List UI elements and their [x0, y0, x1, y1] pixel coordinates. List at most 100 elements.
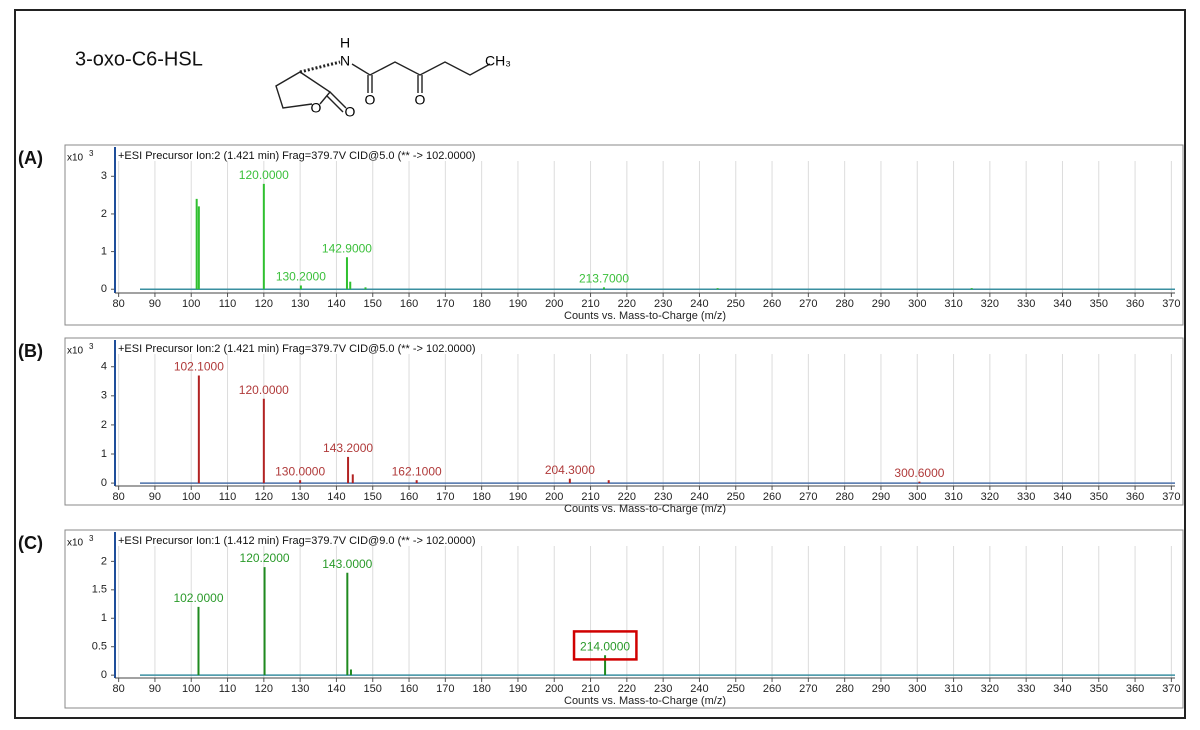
x-tick-label: 90	[149, 491, 161, 503]
panel	[64, 529, 1184, 709]
y-tick-label: 0.5	[92, 641, 107, 653]
x-tick-label: 230	[654, 298, 672, 310]
x-tick-label: 130	[291, 491, 309, 503]
x-tick-label: 270	[799, 683, 817, 695]
x-tick-label: 230	[654, 491, 672, 503]
y-tick-label: 4	[101, 361, 107, 373]
peak-label: 162.1000	[392, 464, 442, 478]
peak-label: 120.0000	[239, 383, 289, 397]
atom-label: CH₃	[485, 53, 511, 69]
y-tick-label: 1	[101, 245, 107, 257]
x-tick-label: 370	[1162, 298, 1180, 310]
y-scale-exp: 3	[89, 534, 94, 543]
atom-label: H	[340, 35, 350, 51]
x-tick-label: 120	[255, 491, 273, 503]
panel-label: (A)	[18, 148, 43, 168]
y-scale-label: x10	[67, 153, 84, 164]
x-tick-label: 310	[944, 683, 962, 695]
x-tick-label: 100	[182, 298, 200, 310]
panel-label: (C)	[18, 533, 43, 553]
x-tick-label: 210	[581, 683, 599, 695]
x-tick-label: 130	[291, 298, 309, 310]
peak-label: 214.0000	[580, 639, 630, 653]
peak-label: 142.9000	[322, 241, 372, 255]
x-tick-label: 150	[364, 491, 382, 503]
x-tick-label: 170	[436, 683, 454, 695]
x-tick-label: 180	[472, 298, 490, 310]
x-tick-label: 90	[149, 683, 161, 695]
x-tick-label: 240	[690, 298, 708, 310]
x-tick-label: 340	[1053, 491, 1071, 503]
x-tick-label: 360	[1126, 298, 1144, 310]
x-tick-label: 240	[690, 491, 708, 503]
x-tick-label: 320	[981, 683, 999, 695]
panel-header: +ESI Precursor Ion:1 (1.412 min) Frag=37…	[118, 535, 476, 547]
x-tick-label: 200	[545, 491, 563, 503]
x-tick-label: 220	[618, 298, 636, 310]
highlight-box	[572, 630, 638, 661]
y-tick-label: 2	[101, 555, 107, 567]
x-tick-label: 100	[182, 683, 200, 695]
x-tick-label: 270	[799, 298, 817, 310]
atom-label: O	[365, 92, 376, 108]
x-tick-label: 210	[581, 298, 599, 310]
x-tick-label: 90	[149, 298, 161, 310]
x-tick-label: 190	[509, 298, 527, 310]
x-tick-label: 110	[219, 491, 237, 503]
x-tick-label: 200	[545, 683, 563, 695]
x-tick-label: 170	[436, 298, 454, 310]
x-tick-label: 350	[1090, 683, 1108, 695]
figure-border	[14, 9, 1186, 719]
x-tick-label: 250	[727, 491, 745, 503]
x-axis-label: Counts vs. Mass-to-Charge (m/z)	[564, 310, 726, 322]
panel	[64, 144, 1184, 326]
x-tick-label: 300	[908, 683, 926, 695]
x-tick-label: 360	[1126, 491, 1144, 503]
x-tick-label: 130	[291, 683, 309, 695]
x-tick-label: 360	[1126, 683, 1144, 695]
x-tick-label: 180	[472, 491, 490, 503]
atom-label: O	[415, 92, 426, 108]
x-tick-label: 110	[219, 683, 237, 695]
y-tick-label: 1	[101, 448, 107, 460]
x-tick-label: 290	[872, 298, 890, 310]
peak-label: 143.0000	[322, 557, 372, 571]
peak-label: 102.1000	[174, 360, 224, 374]
y-tick-label: 0	[101, 477, 107, 489]
x-tick-label: 170	[436, 491, 454, 503]
y-tick-label: 0	[101, 283, 107, 295]
peak-label: 213.7000	[579, 272, 629, 286]
x-tick-label: 220	[618, 683, 636, 695]
peak-label: 130.2000	[276, 270, 326, 284]
x-tick-label: 280	[835, 491, 853, 503]
x-tick-label: 300	[908, 298, 926, 310]
x-tick-label: 190	[509, 683, 527, 695]
x-tick-label: 340	[1053, 683, 1071, 695]
x-tick-label: 80	[113, 491, 125, 503]
structure	[275, 60, 491, 113]
x-tick-label: 140	[327, 491, 345, 503]
x-tick-label: 310	[944, 298, 962, 310]
peak-label: 143.2000	[323, 441, 373, 455]
y-tick-label: 1.5	[92, 584, 107, 596]
x-axis-label: Counts vs. Mass-to-Charge (m/z)	[564, 503, 726, 515]
peak-label: 300.6000	[894, 466, 944, 480]
x-tick-label: 330	[1017, 298, 1035, 310]
x-tick-label: 100	[182, 491, 200, 503]
figure-title: 3-oxo-C6-HSL	[75, 48, 203, 70]
x-tick-label: 200	[545, 298, 563, 310]
x-tick-label: 260	[763, 683, 781, 695]
peak-label: 102.0000	[173, 591, 223, 605]
x-tick-label: 370	[1162, 683, 1180, 695]
x-tick-label: 140	[327, 298, 345, 310]
x-tick-label: 240	[690, 683, 708, 695]
y-scale-label: x10	[67, 346, 84, 357]
y-tick-label: 3	[101, 170, 107, 182]
x-tick-label: 270	[799, 491, 817, 503]
x-tick-label: 290	[872, 491, 890, 503]
x-tick-label: 340	[1053, 298, 1071, 310]
y-tick-label: 0	[101, 669, 107, 681]
panel-label: (B)	[18, 341, 43, 361]
x-tick-label: 250	[727, 683, 745, 695]
